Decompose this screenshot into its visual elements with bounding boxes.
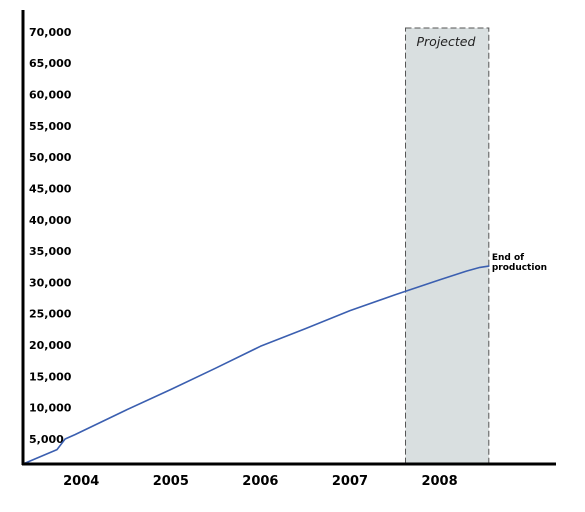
x-tick-label: 2006 [242,474,278,489]
y-tick-label: 60,000 [29,89,72,102]
y-tick-label: 20,000 [29,339,72,352]
y-tick-label: 40,000 [29,214,72,227]
y-tick-labels: 5,000 10,000 15,000 20,000 25,000 30,000 35,00… [29,26,72,446]
y-tick-label: 45,000 [29,182,72,195]
x-tick-label: 2007 [332,474,368,489]
projected-region-label: Projected [417,34,476,49]
x-tick-label: 2008 [421,474,457,489]
projected-region-box [405,27,490,465]
y-tick-label: 10,000 [29,402,72,415]
y-tick-label: 55,000 [29,120,72,133]
end-of-production-annotation: production [492,263,547,273]
x-tick-labels: 2004 2005 2006 2007 2008 [63,474,458,489]
y-tick-label: 30,000 [29,276,72,289]
y-tick-label: 65,000 [29,57,72,70]
end-of-production-annotation: End of [492,253,524,263]
series-line [22,265,490,465]
y-tick-label: 35,000 [29,245,72,258]
y-tick-label: 25,000 [29,308,72,321]
axes [21,10,556,466]
series-lines [22,265,490,465]
y-tick-label: 70,000 [29,26,72,39]
x-tick-label: 2004 [63,474,99,489]
y-tick-label: 50,000 [29,151,72,164]
y-tick-label: 15,000 [29,370,72,383]
x-tick-label: 2005 [153,474,189,489]
projected-region: Projected [405,27,490,465]
y-tick-label: 5,000 [29,433,64,446]
